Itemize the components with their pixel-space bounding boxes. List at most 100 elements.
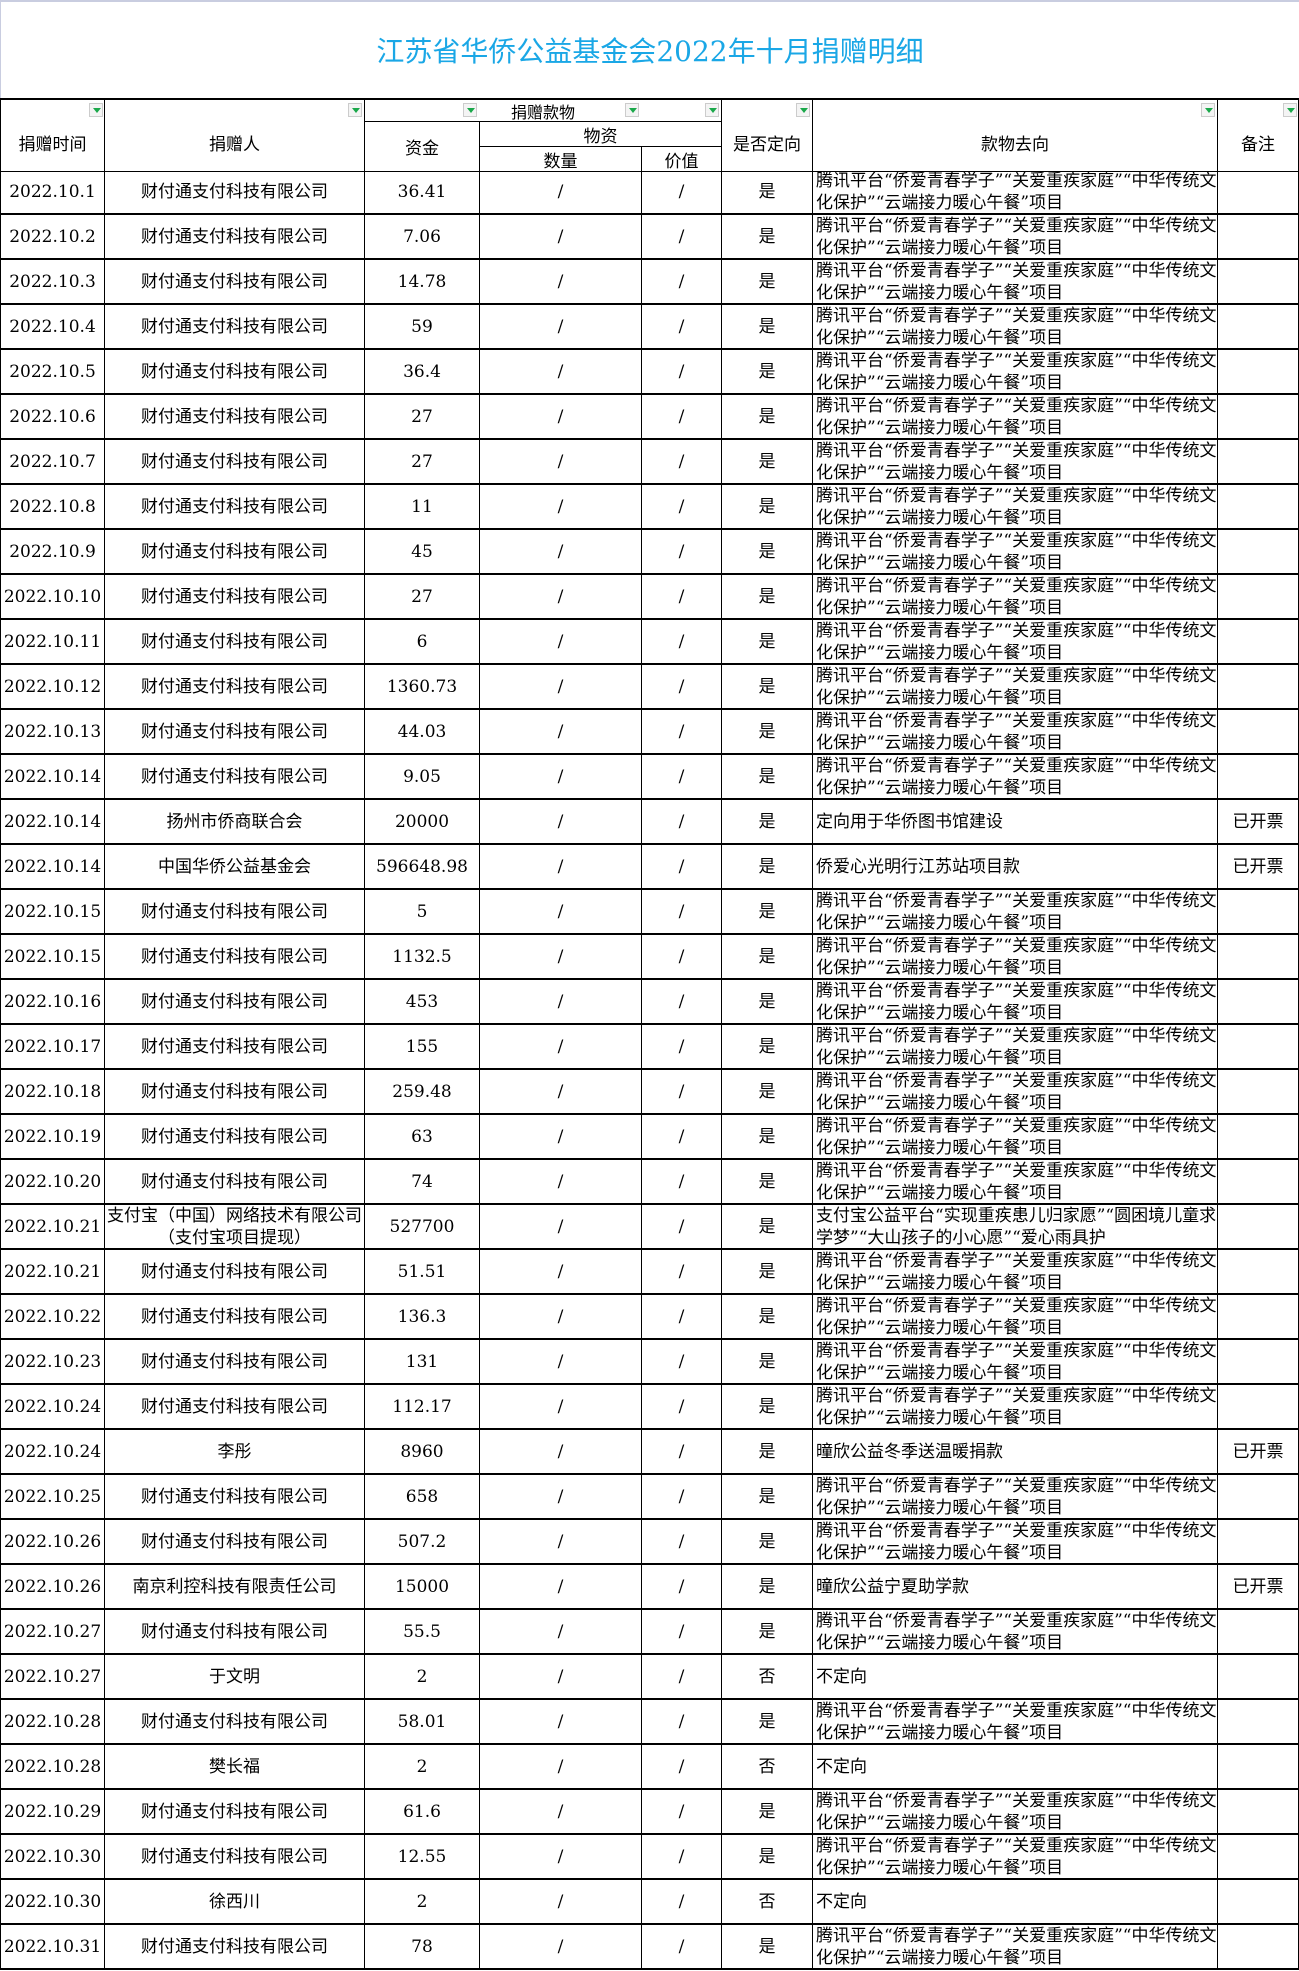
cell-destination: 腾讯平台“侨爱青春学子”“关爱重疾家庭”“中华传统文化保护”“云端接力暖心午餐”… bbox=[813, 1925, 1218, 1968]
cell-funds: 58.01 bbox=[365, 1700, 480, 1743]
cell-directed: 是 bbox=[722, 1340, 813, 1383]
cell-donor: 樊长福 bbox=[105, 1745, 365, 1788]
cell-date: 2022.10.17 bbox=[0, 1025, 105, 1068]
cell-value: / bbox=[642, 935, 722, 978]
table-row: 2022.10.17 财付通支付科技有限公司 155// 是腾讯平台“侨爱青春学子”“… bbox=[0, 1025, 1299, 1070]
dropdown-filter-icon[interactable] bbox=[625, 103, 639, 117]
cell-remark bbox=[1218, 215, 1299, 258]
dropdown-filter-icon[interactable] bbox=[705, 103, 719, 117]
cell-value: / bbox=[642, 530, 722, 573]
cell-donor: 财付通支付科技有限公司 bbox=[105, 575, 365, 618]
cell-value: / bbox=[642, 485, 722, 528]
cell-quantity: / bbox=[480, 260, 642, 303]
cell-quantity: / bbox=[480, 1340, 642, 1383]
cell-remark bbox=[1218, 1025, 1299, 1068]
cell-destination: 腾讯平台“侨爱青春学子”“关爱重疾家庭”“中华传统文化保护”“云端接力暖心午餐”… bbox=[813, 980, 1218, 1023]
cell-date: 2022.10.12 bbox=[0, 665, 105, 708]
cell-date: 2022.10.15 bbox=[0, 890, 105, 933]
title-bar: 江苏省华侨公益基金会2022年十月捐赠明细 bbox=[0, 0, 1299, 98]
cell-funds: 63 bbox=[365, 1115, 480, 1158]
cell-quantity: / bbox=[480, 1250, 642, 1293]
cell-directed: 是 bbox=[722, 1160, 813, 1203]
cell-value: / bbox=[642, 260, 722, 303]
cell-value: / bbox=[642, 170, 722, 213]
cell-destination: 腾讯平台“侨爱青春学子”“关爱重疾家庭”“中华传统文化保护”“云端接力暖心午餐”… bbox=[813, 1610, 1218, 1653]
cell-date: 2022.10.8 bbox=[0, 485, 105, 528]
cell-date: 2022.10.23 bbox=[0, 1340, 105, 1383]
cell-destination: 腾讯平台“侨爱青春学子”“关爱重疾家庭”“中华传统文化保护”“云端接力暖心午餐”… bbox=[813, 1160, 1218, 1203]
cell-remark: 已开票 bbox=[1218, 845, 1299, 888]
cell-value: / bbox=[642, 1925, 722, 1968]
cell-value: / bbox=[642, 710, 722, 753]
table-row: 2022.10.15 财付通支付科技有限公司 5// 是腾讯平台“侨爱青春学子”“关爱… bbox=[0, 890, 1299, 935]
cell-quantity: / bbox=[480, 1475, 642, 1518]
table-row: 2022.10.10 财付通支付科技有限公司 27// 是腾讯平台“侨爱青春学子”“关… bbox=[0, 575, 1299, 620]
cell-destination: 腾讯平台“侨爱青春学子”“关爱重疾家庭”“中华传统文化保护”“云端接力暖心午餐”… bbox=[813, 1070, 1218, 1113]
page-title: 江苏省华侨公益基金会2022年十月捐赠明细 bbox=[376, 35, 924, 68]
cell-donor: 财付通支付科技有限公司 bbox=[105, 755, 365, 798]
dropdown-filter-icon[interactable] bbox=[796, 103, 810, 117]
table-body: 2022.10.1 财付通支付科技有限公司 36.41// 是腾讯平台“侨爱青春学子”… bbox=[0, 170, 1299, 1970]
cell-directed: 是 bbox=[722, 1070, 813, 1113]
cell-directed: 是 bbox=[722, 1835, 813, 1878]
cell-date: 2022.10.9 bbox=[0, 530, 105, 573]
cell-value: / bbox=[642, 1880, 722, 1923]
dropdown-filter-icon[interactable] bbox=[1201, 103, 1215, 117]
cell-date: 2022.10.28 bbox=[0, 1745, 105, 1788]
cell-date: 2022.10.27 bbox=[0, 1655, 105, 1698]
dropdown-filter-icon[interactable] bbox=[463, 103, 477, 117]
table-row: 2022.10.19 财付通支付科技有限公司 63// 是腾讯平台“侨爱青春学子”“关… bbox=[0, 1115, 1299, 1160]
cell-quantity: / bbox=[480, 1385, 642, 1428]
cell-date: 2022.10.24 bbox=[0, 1430, 105, 1473]
dropdown-filter-icon[interactable] bbox=[89, 103, 103, 117]
cell-remark bbox=[1218, 1790, 1299, 1833]
cell-donor: 财付通支付科技有限公司 bbox=[105, 890, 365, 933]
cell-quantity: / bbox=[480, 1430, 642, 1473]
cell-directed: 是 bbox=[722, 890, 813, 933]
table-row: 2022.10.20 财付通支付科技有限公司 74// 是腾讯平台“侨爱青春学子”“关… bbox=[0, 1160, 1299, 1205]
cell-destination: 腾讯平台“侨爱青春学子”“关爱重疾家庭”“中华传统文化保护”“云端接力暖心午餐”… bbox=[813, 1835, 1218, 1878]
cell-remark bbox=[1218, 260, 1299, 303]
dropdown-filter-icon[interactable] bbox=[1283, 103, 1297, 117]
cell-remark bbox=[1218, 1880, 1299, 1923]
cell-destination: 腾讯平台“侨爱青春学子”“关爱重疾家庭”“中华传统文化保护”“云端接力暖心午餐”… bbox=[813, 620, 1218, 663]
cell-donor: 财付通支付科技有限公司 bbox=[105, 485, 365, 528]
cell-directed: 是 bbox=[722, 1610, 813, 1653]
cell-value: / bbox=[642, 1475, 722, 1518]
cell-donor: 财付通支付科技有限公司 bbox=[105, 305, 365, 348]
cell-quantity: / bbox=[480, 1115, 642, 1158]
cell-quantity: / bbox=[480, 1205, 642, 1248]
cell-remark bbox=[1218, 395, 1299, 438]
cell-quantity: / bbox=[480, 575, 642, 618]
cell-destination: 曈欣公益宁夏助学款 bbox=[813, 1565, 1218, 1608]
cell-date: 2022.10.18 bbox=[0, 1070, 105, 1113]
cell-value: / bbox=[642, 1025, 722, 1068]
cell-value: / bbox=[642, 575, 722, 618]
cell-quantity: / bbox=[480, 1025, 642, 1068]
cell-directed: 是 bbox=[722, 1385, 813, 1428]
dropdown-filter-icon[interactable] bbox=[348, 103, 362, 117]
cell-remark bbox=[1218, 665, 1299, 708]
cell-donor: 财付通支付科技有限公司 bbox=[105, 710, 365, 753]
table-row: 2022.10.9 财付通支付科技有限公司 45// 是腾讯平台“侨爱青春学子”“关爱… bbox=[0, 530, 1299, 575]
cell-donor: 徐西川 bbox=[105, 1880, 365, 1923]
cell-value: / bbox=[642, 1205, 722, 1248]
table-row: 2022.10.8 财付通支付科技有限公司 11// 是腾讯平台“侨爱青春学子”“关爱… bbox=[0, 485, 1299, 530]
header-goods: 物资 bbox=[480, 122, 722, 147]
cell-destination: 不定向 bbox=[813, 1655, 1218, 1698]
cell-remark bbox=[1218, 890, 1299, 933]
cell-destination: 不定向 bbox=[813, 1745, 1218, 1788]
cell-value: / bbox=[642, 1115, 722, 1158]
cell-date: 2022.10.14 bbox=[0, 845, 105, 888]
cell-remark bbox=[1218, 485, 1299, 528]
table-row: 2022.10.11 财付通支付科技有限公司 6// 是腾讯平台“侨爱青春学子”“关爱… bbox=[0, 620, 1299, 665]
cell-remark bbox=[1218, 1385, 1299, 1428]
header-quantity: 数量 bbox=[480, 147, 642, 172]
cell-destination: 腾讯平台“侨爱青春学子”“关爱重疾家庭”“中华传统文化保护”“云端接力暖心午餐”… bbox=[813, 350, 1218, 393]
cell-donor: 财付通支付科技有限公司 bbox=[105, 260, 365, 303]
cell-funds: 27 bbox=[365, 440, 480, 483]
cell-date: 2022.10.26 bbox=[0, 1520, 105, 1563]
cell-remark bbox=[1218, 935, 1299, 978]
table-row: 2022.10.25 财付通支付科技有限公司 658// 是腾讯平台“侨爱青春学子”“… bbox=[0, 1475, 1299, 1520]
cell-funds: 5 bbox=[365, 890, 480, 933]
